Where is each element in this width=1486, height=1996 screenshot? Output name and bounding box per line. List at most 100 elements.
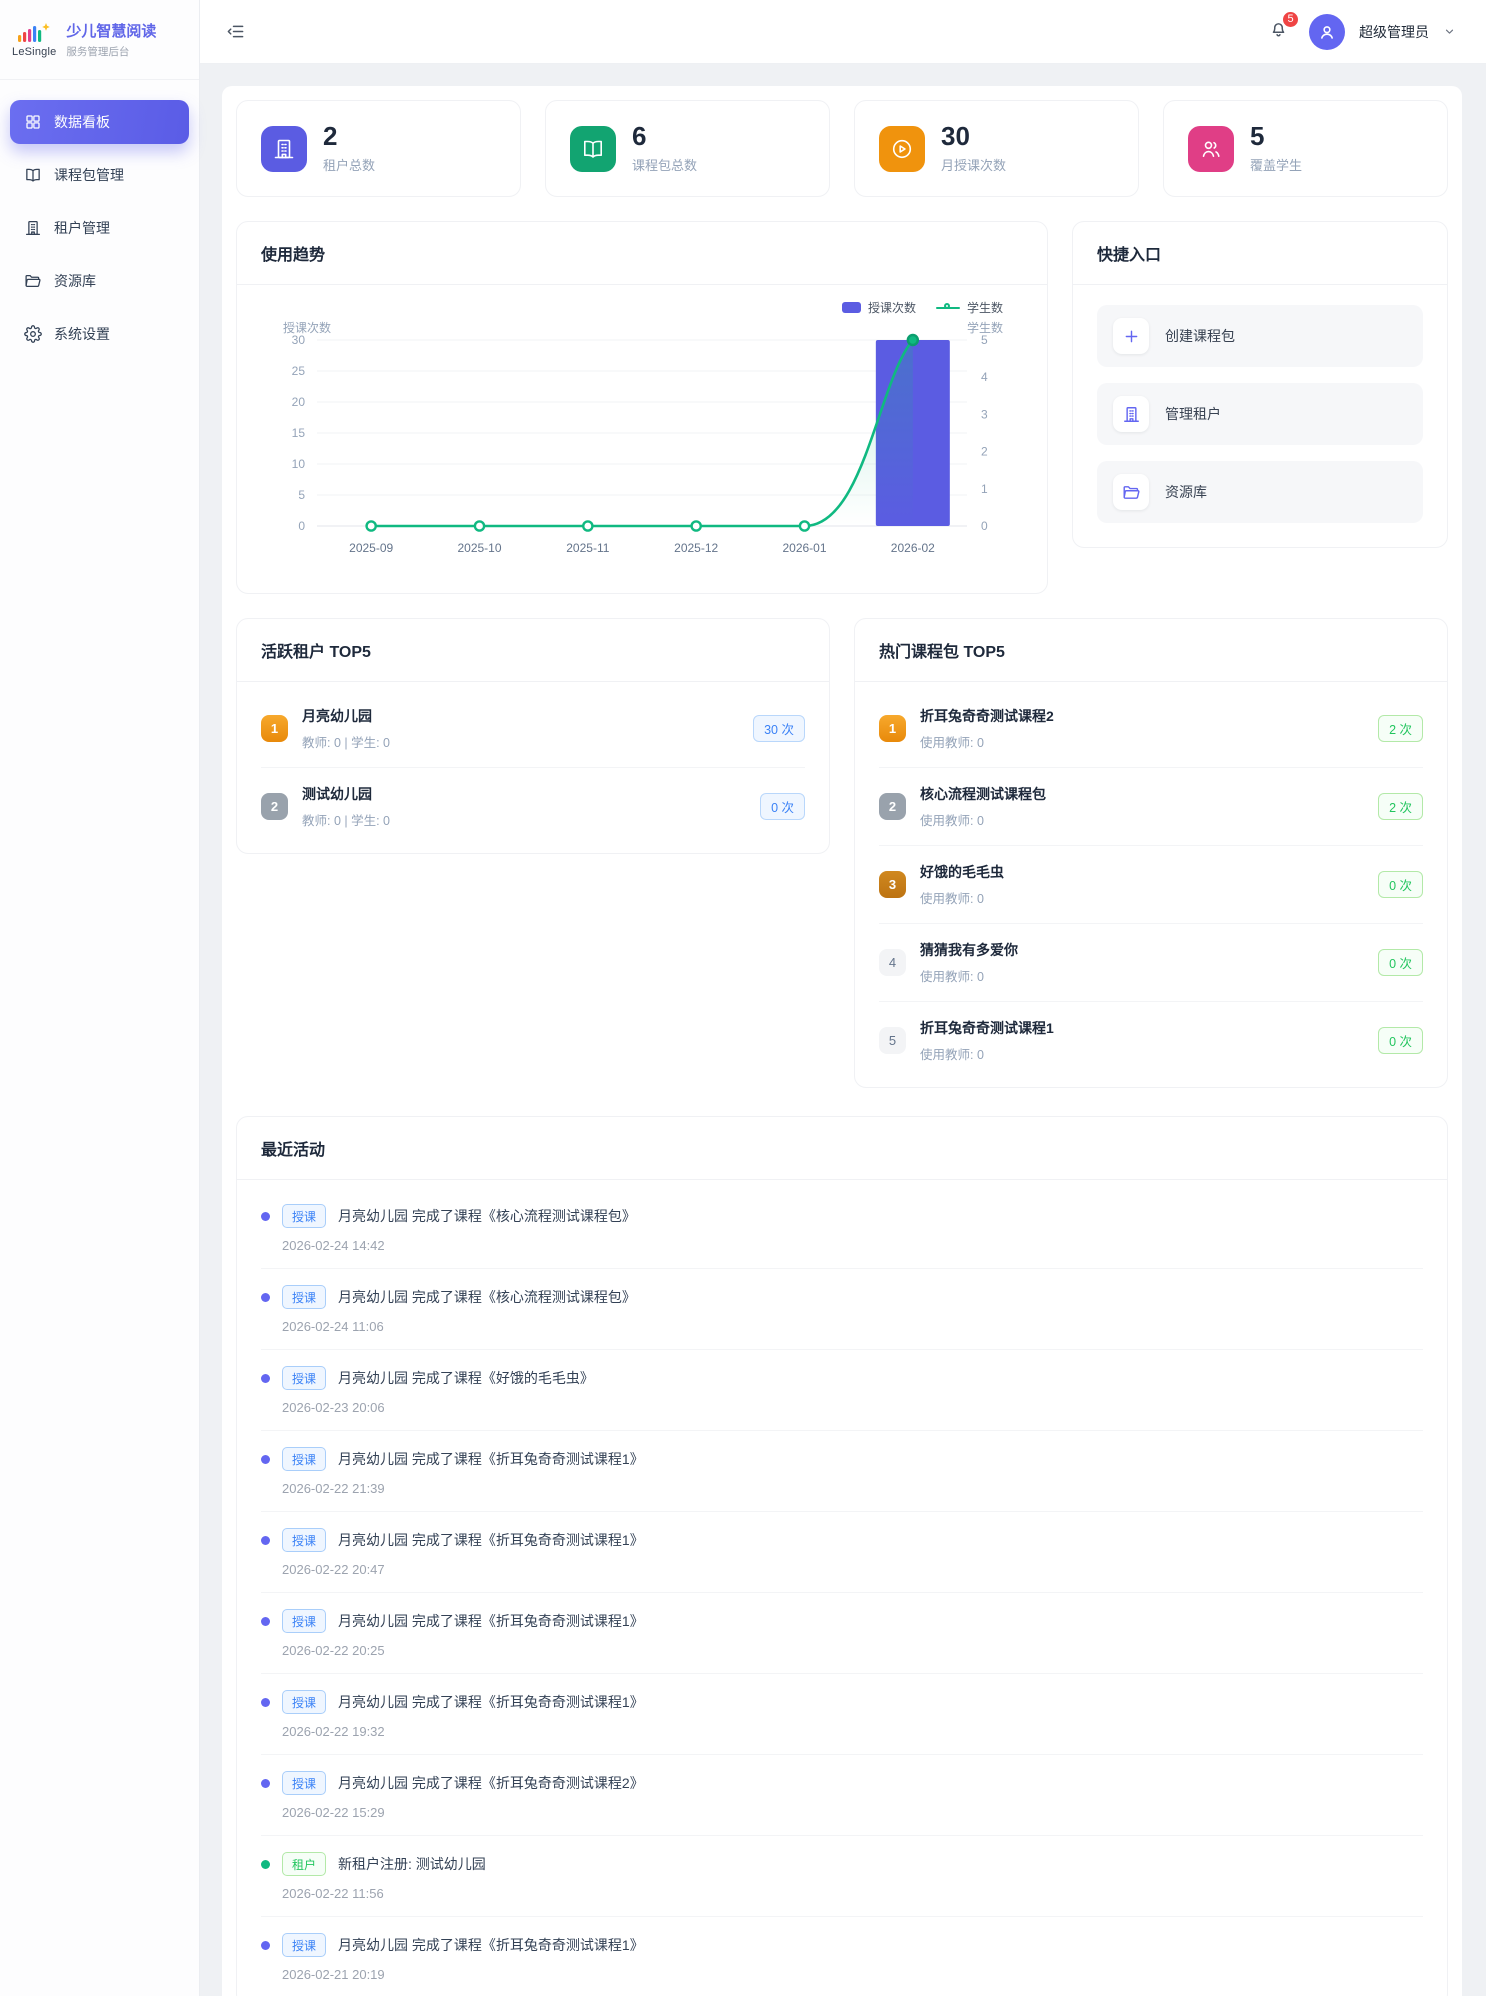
book-icon: [26, 168, 40, 182]
count-badge: 0 次: [1378, 871, 1423, 899]
legend-item-students[interactable]: 学生数: [935, 299, 1003, 316]
quick-entry-resources[interactable]: 资源库: [1097, 461, 1423, 524]
hot-packages-list: 1 折耳兔奇奇测试课程2 使用教师: 0 2 次 2 核心流程测试课程包 使用教师…: [855, 682, 1447, 1087]
legend-item-lessons[interactable]: 授课次数: [841, 299, 916, 316]
top-list-row: 5 折耳兔奇奇测试课程1 使用教师: 0 0 次: [879, 1002, 1423, 1079]
activity-line: 授课 月亮幼儿园 完成了课程《折耳兔奇奇测试课程1》: [261, 1447, 1423, 1472]
recent-activity-card: 最近活动 授课 月亮幼儿园 完成了课程《核心流程测试课程包》 2026-02-2…: [236, 1116, 1448, 1996]
activity-row: 授课 月亮幼儿园 完成了课程《好饿的毛毛虫》 2026-02-23 20:06: [261, 1350, 1423, 1432]
activity-dot-icon: [261, 1859, 270, 1869]
svg-text:2026-01: 2026-01: [782, 541, 826, 555]
svg-text:4: 4: [981, 370, 988, 384]
top-row-text: 核心流程测试课程包 使用教师: 0: [920, 784, 1046, 829]
activity-timestamp: 2026-02-22 20:47: [282, 1562, 385, 1578]
sidebar-item-label: 系统设置: [54, 326, 110, 342]
activity-timestamp: 2026-02-22 19:32: [282, 1724, 385, 1740]
activity-dot-icon: [261, 1211, 270, 1221]
activity-dot-icon: [261, 1373, 270, 1383]
sidebar-item-course-packages[interactable]: 课程包管理: [10, 153, 189, 197]
chevron-down-icon: [1445, 29, 1454, 34]
activity-row: 授课 月亮幼儿园 完成了课程《折耳兔奇奇测试课程1》 2026-02-22 20…: [261, 1593, 1423, 1675]
top-row-meta: 教师: 0 | 学生: 0: [302, 814, 390, 829]
sidebar-item-settings[interactable]: 系统设置: [10, 312, 189, 356]
svg-text:2025-10: 2025-10: [457, 541, 501, 555]
sidebar-item-tenants[interactable]: 租户管理: [10, 206, 189, 250]
sidebar-item-label: 数据看板: [54, 114, 110, 130]
main-content: 2 租户总数 6 课程包总数 30 月授课次数 5 覆盖学生 使用趋势 授课次数: [200, 64, 1486, 1996]
person-icon: [1321, 25, 1333, 39]
sidebar-item-resources[interactable]: 资源库: [10, 259, 189, 303]
stat-label: 课程包总数: [632, 158, 698, 174]
building-icon: [1113, 396, 1149, 433]
count-badge: 0 次: [1378, 1027, 1423, 1055]
header-right: 5 超级管理员: [1268, 9, 1456, 50]
top-list-row: 4 猜猜我有多爱你 使用教师: 0 0 次: [879, 924, 1423, 1003]
top-row-text: 折耳兔奇奇测试课程2 使用教师: 0: [920, 706, 1054, 751]
stat-value: 2: [323, 121, 338, 151]
stat-text: 30 月授课次数: [941, 122, 1006, 174]
grid-icon: [26, 115, 40, 129]
notifications-button[interactable]: 5: [1268, 9, 1300, 45]
activity-text: 月亮幼儿园 完成了课程《好饿的毛毛虫》: [338, 1370, 594, 1387]
svg-text:5: 5: [298, 488, 305, 502]
activity-row: 授课 月亮幼儿园 完成了课程《折耳兔奇奇测试课程1》 2026-02-22 19…: [261, 1674, 1423, 1756]
quick-entry-manage-tenants[interactable]: 管理租户: [1097, 383, 1423, 446]
play-circle-icon: [879, 125, 925, 172]
activity-line: 授课 月亮幼儿园 完成了课程《好饿的毛毛虫》: [261, 1366, 1423, 1391]
svg-text:30: 30: [292, 333, 306, 347]
svg-text:2025-09: 2025-09: [349, 541, 393, 555]
rank-badge: 2: [879, 793, 906, 821]
top-row-name: 月亮幼儿园: [302, 708, 372, 725]
sidebar-collapse-button[interactable]: [226, 22, 245, 41]
activity-timestamp: 2026-02-22 20:25: [282, 1643, 385, 1659]
stat-value: 5: [1250, 121, 1265, 151]
activity-timestamp: 2026-02-21 20:19: [282, 1967, 385, 1983]
book-icon: [584, 140, 602, 158]
quick-entry-create-package[interactable]: 创建课程包: [1097, 305, 1423, 368]
rank-badge: 5: [879, 1027, 906, 1055]
sidebar-item-dashboard[interactable]: 数据看板: [10, 100, 189, 144]
app-title: 少儿智慧阅读: [66, 23, 157, 40]
svg-text:3: 3: [981, 408, 988, 422]
top-row-text: 猜猜我有多爱你 使用教师: 0: [920, 940, 1018, 985]
count-badge: 2 次: [1378, 793, 1423, 821]
bell-icon: [1268, 19, 1289, 45]
top-row-name: 好饿的毛毛虫: [920, 864, 1004, 881]
rank-badge: 1: [261, 715, 288, 743]
chart-area: 0 5 10 15 20 25 30 0 1 2 3 4 5 授课次数 学生数 2025-09 2025-10 2…: [237, 318, 1047, 593]
activity-type-badge: 授课: [282, 1447, 327, 1472]
activity-line: 授课 月亮幼儿园 完成了课程《折耳兔奇奇测试课程1》: [261, 1690, 1423, 1715]
activity-timestamp: 2026-02-23 20:06: [282, 1400, 385, 1416]
top-row-name: 测试幼儿园: [302, 786, 372, 803]
top-row-text: 折耳兔奇奇测试课程1 使用教师: 0: [920, 1018, 1054, 1063]
activity-line: 租户 新租户注册: 测试幼儿园: [261, 1852, 1423, 1877]
building-icon: [261, 125, 307, 172]
legend-label: 学生数: [966, 301, 1003, 316]
content-wrapper: 2 租户总数 6 课程包总数 30 月授课次数 5 覆盖学生 使用趋势 授课次数: [222, 86, 1462, 1996]
top-row-text: 测试幼儿园 教师: 0 | 学生: 0: [302, 784, 390, 829]
activity-line: 授课 月亮幼儿园 完成了课程《折耳兔奇奇测试课程2》: [261, 1771, 1423, 1796]
top-row-name: 折耳兔奇奇测试课程2: [920, 708, 1054, 725]
activity-dot-icon: [261, 1697, 270, 1707]
activity-type-badge: 授课: [282, 1285, 327, 1310]
svg-text:25: 25: [292, 364, 306, 378]
gear-icon: [24, 325, 42, 343]
activity-text: 月亮幼儿园 完成了课程《折耳兔奇奇测试课程1》: [338, 1694, 644, 1711]
svg-text:15: 15: [292, 426, 306, 440]
top-list-row: 1 折耳兔奇奇测试课程2 使用教师: 0 2 次: [879, 690, 1423, 769]
avatar[interactable]: [1309, 13, 1345, 50]
svg-text:授课次数: 授课次数: [283, 320, 331, 335]
svg-text:2: 2: [981, 445, 988, 459]
top-list-row: 3 好饿的毛毛虫 使用教师: 0 0 次: [879, 846, 1423, 925]
top-row-meta: 使用教师: 0: [920, 1048, 984, 1063]
legend-label: 授课次数: [867, 301, 916, 316]
user-menu-toggle[interactable]: [1443, 25, 1456, 38]
folder-icon: [25, 274, 41, 288]
stat-text: 5 覆盖学生: [1250, 121, 1302, 174]
svg-text:20: 20: [292, 395, 306, 409]
activity-text: 月亮幼儿园 完成了课程《折耳兔奇奇测试课程1》: [338, 1451, 644, 1468]
stat-text: 2 租户总数: [323, 121, 375, 174]
count-badge: 2 次: [1378, 715, 1423, 743]
